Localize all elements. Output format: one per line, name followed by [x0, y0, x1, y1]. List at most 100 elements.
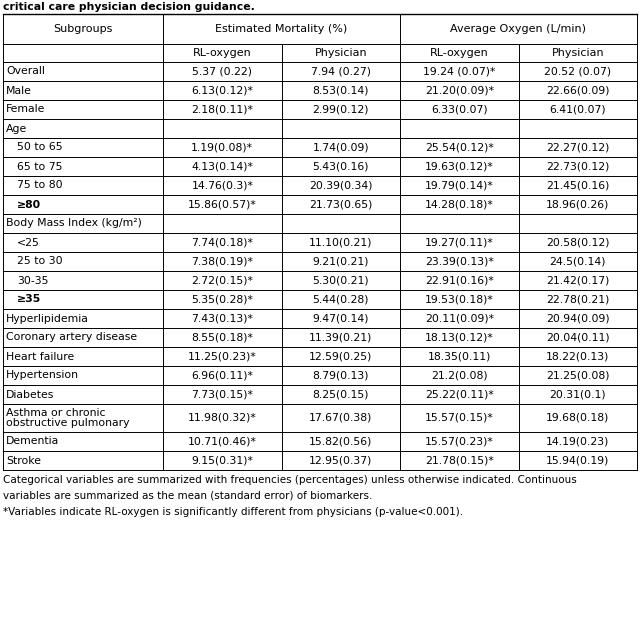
Text: <25: <25	[17, 237, 40, 248]
Text: ≥35: ≥35	[17, 295, 41, 305]
Text: 9.21(0.21): 9.21(0.21)	[312, 257, 369, 267]
Text: 22.91(0.16)*: 22.91(0.16)*	[425, 276, 493, 286]
Text: 15.82(0.56): 15.82(0.56)	[309, 436, 372, 446]
Text: Age: Age	[6, 123, 28, 133]
Text: *Variables indicate RL-oxygen is significantly different from physicians (p-valu: *Variables indicate RL-oxygen is signifi…	[3, 507, 463, 517]
Text: 17.67(0.38): 17.67(0.38)	[309, 413, 372, 423]
Text: 19.79(0.14)*: 19.79(0.14)*	[425, 180, 493, 190]
Text: 30-35: 30-35	[17, 276, 49, 286]
Text: 22.27(0.12): 22.27(0.12)	[546, 142, 609, 152]
Text: 18.22(0.13): 18.22(0.13)	[546, 352, 609, 361]
Text: 2.99(0.12): 2.99(0.12)	[312, 105, 369, 114]
Text: Average Oxygen (L/min): Average Oxygen (L/min)	[451, 24, 586, 34]
Text: 8.25(0.15): 8.25(0.15)	[312, 389, 369, 399]
Text: 11.10(0.21): 11.10(0.21)	[309, 237, 372, 248]
Text: Female: Female	[6, 105, 45, 114]
Text: Physician: Physician	[552, 48, 604, 58]
Text: 1.74(0.09): 1.74(0.09)	[312, 142, 369, 152]
Text: Body Mass Index (kg/m²): Body Mass Index (kg/m²)	[6, 218, 142, 229]
Text: Male: Male	[6, 86, 32, 95]
Text: 5.35(0.28)*: 5.35(0.28)*	[191, 295, 253, 305]
Text: 6.13(0.12)*: 6.13(0.12)*	[191, 86, 253, 95]
Text: 22.78(0.21): 22.78(0.21)	[546, 295, 609, 305]
Text: 25.54(0.12)*: 25.54(0.12)*	[425, 142, 493, 152]
Text: 20.58(0.12): 20.58(0.12)	[546, 237, 609, 248]
Text: 20.11(0.09)*: 20.11(0.09)*	[425, 314, 493, 323]
Text: 19.53(0.18)*: 19.53(0.18)*	[425, 295, 493, 305]
Text: obstructive pulmonary: obstructive pulmonary	[6, 418, 129, 429]
Text: 10.71(0.46)*: 10.71(0.46)*	[188, 436, 257, 446]
Text: 20.94(0.09): 20.94(0.09)	[546, 314, 609, 323]
Text: 6.33(0.07): 6.33(0.07)	[431, 105, 488, 114]
Text: 15.57(0.15)*: 15.57(0.15)*	[425, 413, 493, 423]
Text: 19.27(0.11)*: 19.27(0.11)*	[425, 237, 493, 248]
Text: Heart failure: Heart failure	[6, 352, 74, 361]
Text: Overall: Overall	[6, 67, 45, 76]
Text: 19.63(0.12)*: 19.63(0.12)*	[425, 161, 493, 171]
Text: ≥80: ≥80	[17, 199, 41, 210]
Text: 1.19(0.08)*: 1.19(0.08)*	[191, 142, 253, 152]
Text: 5.43(0.16): 5.43(0.16)	[312, 161, 369, 171]
Text: 15.57(0.23)*: 15.57(0.23)*	[425, 436, 493, 446]
Text: 12.95(0.37): 12.95(0.37)	[309, 455, 372, 465]
Text: Diabetes: Diabetes	[6, 389, 54, 399]
Text: 24.5(0.14): 24.5(0.14)	[550, 257, 606, 267]
Text: 9.15(0.31)*: 9.15(0.31)*	[191, 455, 253, 465]
Text: 15.86(0.57)*: 15.86(0.57)*	[188, 199, 257, 210]
Text: 21.2(0.08): 21.2(0.08)	[431, 370, 488, 380]
Text: 19.68(0.18): 19.68(0.18)	[546, 413, 609, 423]
Text: 14.19(0.23): 14.19(0.23)	[546, 436, 609, 446]
Text: RL-oxygen: RL-oxygen	[193, 48, 252, 58]
Text: 7.38(0.19)*: 7.38(0.19)*	[191, 257, 253, 267]
Text: 4.13(0.14)*: 4.13(0.14)*	[191, 161, 253, 171]
Text: 14.76(0.3)*: 14.76(0.3)*	[191, 180, 253, 190]
Text: 18.96(0.26): 18.96(0.26)	[546, 199, 609, 210]
Text: 7.74(0.18)*: 7.74(0.18)*	[191, 237, 253, 248]
Text: 25.22(0.11)*: 25.22(0.11)*	[425, 389, 493, 399]
Text: 21.25(0.08): 21.25(0.08)	[546, 370, 609, 380]
Text: 2.72(0.15)*: 2.72(0.15)*	[191, 276, 253, 286]
Text: Asthma or chronic: Asthma or chronic	[6, 408, 106, 417]
Text: 22.66(0.09): 22.66(0.09)	[546, 86, 609, 95]
Text: Dementia: Dementia	[6, 436, 60, 446]
Text: 8.53(0.14): 8.53(0.14)	[312, 86, 369, 95]
Text: 5.44(0.28): 5.44(0.28)	[312, 295, 369, 305]
Text: 12.59(0.25): 12.59(0.25)	[309, 352, 372, 361]
Text: 8.79(0.13): 8.79(0.13)	[312, 370, 369, 380]
Text: Subgroups: Subgroups	[53, 24, 113, 34]
Text: 5.37 (0.22): 5.37 (0.22)	[192, 67, 252, 76]
Text: 50 to 65: 50 to 65	[17, 142, 63, 152]
Text: 15.94(0.19): 15.94(0.19)	[546, 455, 609, 465]
Text: 18.35(0.11): 18.35(0.11)	[428, 352, 491, 361]
Text: variables are summarized as the mean (standard error) of biomarkers.: variables are summarized as the mean (st…	[3, 491, 372, 501]
Text: Physician: Physician	[314, 48, 367, 58]
Text: 20.31(0.1): 20.31(0.1)	[549, 389, 606, 399]
Text: 5.30(0.21): 5.30(0.21)	[312, 276, 369, 286]
Text: 8.55(0.18)*: 8.55(0.18)*	[191, 333, 253, 342]
Text: 11.39(0.21): 11.39(0.21)	[309, 333, 372, 342]
Text: 20.52 (0.07): 20.52 (0.07)	[544, 67, 611, 76]
Text: 18.13(0.12)*: 18.13(0.12)*	[425, 333, 493, 342]
Text: Coronary artery disease: Coronary artery disease	[6, 333, 137, 342]
Text: 25 to 30: 25 to 30	[17, 257, 63, 267]
Text: Hypertension: Hypertension	[6, 370, 79, 380]
Text: critical care physician decision guidance.: critical care physician decision guidanc…	[3, 2, 255, 12]
Text: 11.25(0.23)*: 11.25(0.23)*	[188, 352, 257, 361]
Text: 7.43(0.13)*: 7.43(0.13)*	[191, 314, 253, 323]
Text: 20.39(0.34): 20.39(0.34)	[309, 180, 372, 190]
Text: 21.42(0.17): 21.42(0.17)	[546, 276, 609, 286]
Text: 21.78(0.15)*: 21.78(0.15)*	[425, 455, 493, 465]
Text: 75 to 80: 75 to 80	[17, 180, 63, 190]
Text: 6.41(0.07): 6.41(0.07)	[549, 105, 606, 114]
Text: 9.47(0.14): 9.47(0.14)	[312, 314, 369, 323]
Text: 14.28(0.18)*: 14.28(0.18)*	[425, 199, 493, 210]
Text: 65 to 75: 65 to 75	[17, 161, 63, 171]
Text: Estimated Mortality (%): Estimated Mortality (%)	[216, 24, 348, 34]
Text: 7.73(0.15)*: 7.73(0.15)*	[191, 389, 253, 399]
Text: 21.20(0.09)*: 21.20(0.09)*	[425, 86, 493, 95]
Text: RL-oxygen: RL-oxygen	[430, 48, 488, 58]
Text: 20.04(0.11): 20.04(0.11)	[546, 333, 609, 342]
Text: 21.73(0.65): 21.73(0.65)	[309, 199, 372, 210]
Text: 6.96(0.11)*: 6.96(0.11)*	[191, 370, 253, 380]
Text: 19.24 (0.07)*: 19.24 (0.07)*	[423, 67, 495, 76]
